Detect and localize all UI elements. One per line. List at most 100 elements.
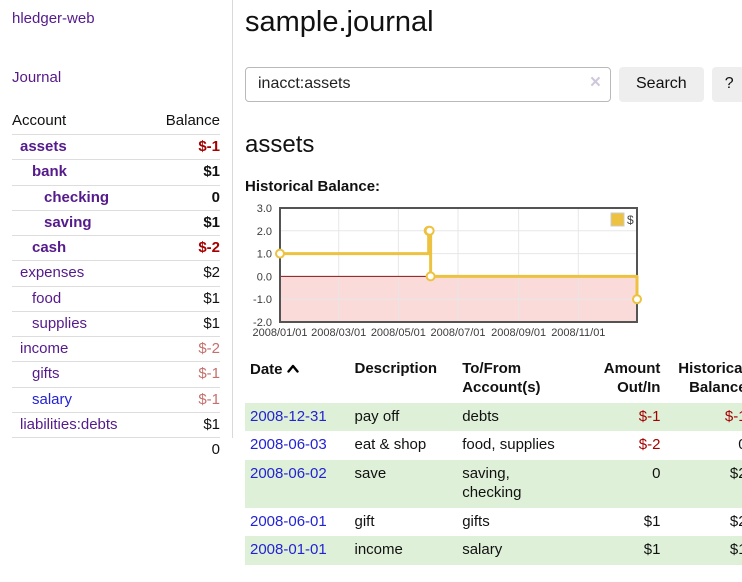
transaction-balance: $2	[729, 464, 742, 482]
register-row: 2008-06-02 save saving, checking 0 $2	[245, 459, 742, 508]
account-row-checking: checking 0	[12, 184, 220, 211]
account-link-assets[interactable]: assets	[20, 138, 67, 155]
account-row-food: food $1	[12, 285, 220, 312]
register-row: 2008-12-31 pay off debts $-1 $-1	[245, 402, 742, 432]
account-balance: $-2	[149, 335, 220, 362]
transaction-description: gift	[354, 512, 375, 530]
search-box: ×	[245, 66, 611, 102]
svg-text:2008/01/01: 2008/01/01	[252, 327, 307, 339]
transaction-accounts: saving, checking	[462, 464, 522, 502]
register-row: 2008-06-01 gift gifts $1 $2	[245, 508, 742, 537]
svg-text:2008/05/01: 2008/05/01	[371, 327, 426, 339]
account-link-gifts[interactable]: gifts	[32, 365, 60, 383]
account-link-supplies[interactable]: supplies	[32, 314, 88, 332]
transaction-accounts: salary	[462, 541, 503, 559]
account-balance: $1	[149, 411, 220, 438]
account-link-food[interactable]: food	[32, 289, 62, 307]
account-link-salary[interactable]: salary	[32, 390, 73, 408]
account-balance: $2	[149, 260, 220, 286]
transaction-balance: $2	[729, 512, 742, 530]
register-header-row: Date Description To/From Account(s) Amou…	[245, 357, 742, 403]
transaction-balance: 0	[660, 431, 742, 460]
register-row: 2008-01-01 income salary $1 $1	[245, 536, 742, 565]
svg-text:0.0: 0.0	[257, 271, 272, 283]
account-balance: $1	[149, 310, 220, 337]
transaction-amount: $1	[643, 541, 661, 559]
register-col-description: Description	[354, 359, 438, 377]
account-balance: $1	[149, 159, 220, 185]
sidebar: hledger-web Journal Account Balance asse…	[0, 0, 233, 463]
transaction-date-link[interactable]: 2008-01-01	[250, 541, 327, 559]
svg-text:-1.0: -1.0	[253, 294, 272, 306]
account-balance: $-1	[149, 386, 220, 413]
svg-text:$: $	[627, 213, 634, 227]
account-link-expenses[interactable]: expenses	[20, 264, 85, 282]
account-link-checking[interactable]: checking	[44, 188, 110, 206]
account-row-assets: assets $-1	[12, 133, 220, 160]
accounts-total-row: 0	[12, 437, 220, 463]
chart-title: Historical Balance:	[245, 177, 381, 195]
search-button[interactable]: Search	[619, 66, 704, 102]
account-balance: $-2	[149, 234, 220, 261]
search-input[interactable]	[245, 66, 611, 102]
transaction-date-link[interactable]: 2008-06-03	[250, 436, 327, 454]
accounts-table: Account Balance assets $-1 bank $1 check…	[12, 108, 220, 463]
register-col-accounts: To/From Account(s)	[462, 359, 541, 397]
accounts-col-balance: Balance	[165, 112, 220, 129]
transaction-description: income	[354, 541, 403, 559]
svg-text:2.0: 2.0	[257, 226, 272, 238]
register-col-date[interactable]: Date	[245, 357, 345, 403]
transaction-accounts: gifts	[462, 512, 490, 530]
main-content: sample.journal × Search ? assets Histori…	[233, 0, 742, 565]
svg-text:2008/11/01: 2008/11/01	[551, 327, 605, 339]
account-row-saving: saving $1	[12, 209, 220, 236]
account-row-income: income $-2	[12, 335, 220, 362]
register-col-balance: Historical Balance	[678, 359, 742, 397]
register-row: 2008-06-03 eat & shop food, supplies $-2…	[245, 431, 742, 460]
search-form: × Search ?	[245, 66, 742, 102]
account-link-bank[interactable]: bank	[32, 163, 68, 181]
account-row-expenses: expenses $2	[12, 260, 220, 286]
account-row-salary: salary $-1	[12, 386, 220, 413]
help-button[interactable]: ?	[711, 66, 742, 102]
sidebar-item-journal[interactable]: Journal	[12, 69, 62, 86]
transaction-amount: $1	[643, 512, 661, 530]
account-link-liabilities-debts[interactable]: liabilities:debts	[20, 415, 118, 433]
svg-text:3.0: 3.0	[257, 204, 272, 215]
page-title: sample.journal	[245, 6, 434, 38]
account-row-cash: cash $-2	[12, 234, 220, 261]
sort-ascending-icon	[286, 359, 299, 379]
account-link-income[interactable]: income	[20, 340, 69, 357]
account-balance: $1	[149, 209, 220, 236]
account-balance: $1	[149, 285, 220, 312]
transaction-date-link[interactable]: 2008-12-31	[250, 407, 327, 425]
clear-search-icon[interactable]: ×	[589, 71, 601, 93]
transaction-description: save	[354, 464, 387, 482]
account-balance: 0	[149, 184, 220, 211]
transaction-amount: $-1	[638, 407, 661, 425]
account-row-gifts: gifts $-1	[12, 361, 220, 387]
svg-text:2008/09/01: 2008/09/01	[491, 327, 546, 339]
transaction-date-link[interactable]: 2008-06-01	[250, 512, 327, 530]
account-link-cash[interactable]: cash	[32, 239, 67, 256]
account-row-liabilities-debts: liabilities:debts $1	[12, 411, 220, 438]
transaction-amount: 0	[652, 464, 661, 482]
transaction-accounts: debts	[462, 407, 499, 425]
transaction-amount: $-2	[638, 436, 661, 454]
transaction-description: eat & shop	[354, 436, 427, 454]
svg-text:1.0: 1.0	[257, 248, 272, 260]
account-heading: assets	[245, 130, 315, 158]
svg-text:-2.0: -2.0	[253, 317, 272, 329]
app-title-link[interactable]: hledger-web	[12, 10, 95, 27]
transaction-description: pay off	[354, 407, 400, 425]
account-link-saving[interactable]: saving	[44, 213, 92, 231]
account-row-bank: bank $1	[12, 159, 220, 185]
transaction-date-link[interactable]: 2008-06-02	[250, 464, 327, 482]
account-balance: $-1	[149, 361, 220, 387]
accounts-table-header: Account Balance	[12, 108, 220, 135]
transaction-accounts: food, supplies	[462, 436, 555, 454]
svg-text:2008/07/01: 2008/07/01	[430, 327, 485, 339]
accounts-col-account: Account	[12, 112, 67, 129]
